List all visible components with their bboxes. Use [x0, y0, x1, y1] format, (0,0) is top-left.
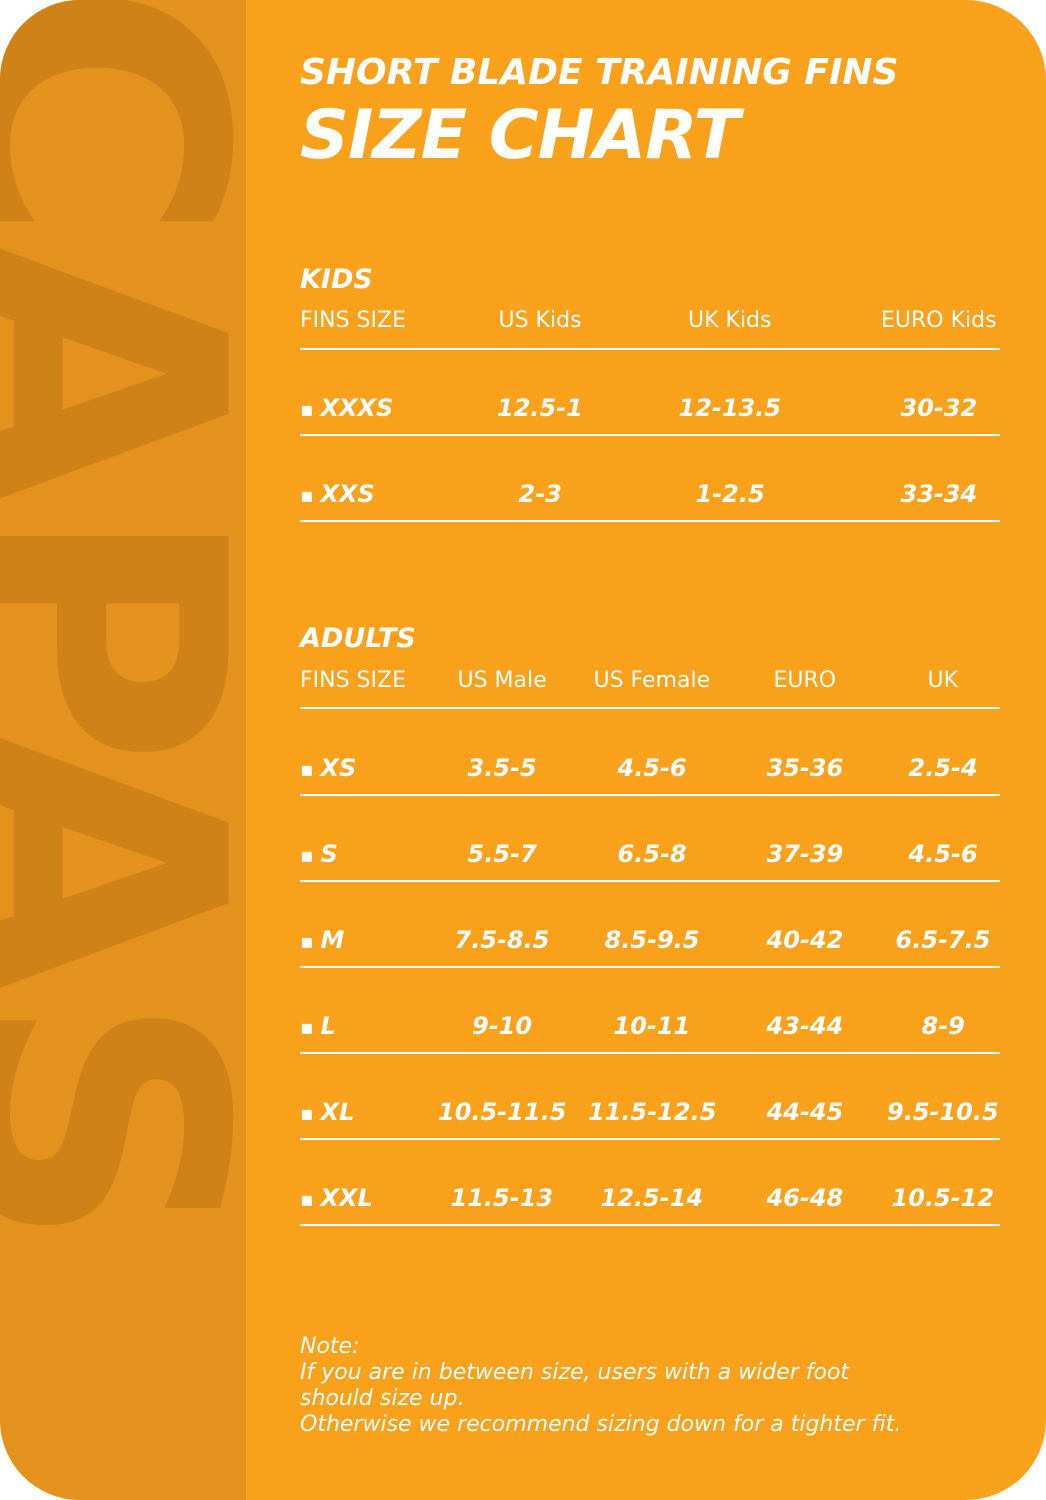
size-value: 30-32	[900, 394, 978, 422]
divider	[300, 1052, 1000, 1054]
note-line: should size up.	[300, 1386, 465, 1411]
divider	[300, 1138, 1000, 1140]
note-line: Note:	[300, 1334, 360, 1359]
column-header: FINS SIZE	[300, 668, 406, 693]
size-value: 11.5-12.5	[588, 1098, 717, 1126]
title: SIZE CHART	[300, 96, 740, 175]
size-value: 4.5-6	[617, 754, 687, 782]
size-value: 43-44	[766, 1012, 844, 1040]
size-value: 12.5-1	[497, 394, 583, 422]
size-value: 12.5-14	[600, 1184, 704, 1212]
divider	[300, 707, 1000, 709]
size-value: 1-2.5	[695, 480, 765, 508]
fin-size: XS	[300, 754, 357, 782]
size-value: 9.5-10.5	[887, 1098, 999, 1126]
divider	[300, 348, 1000, 350]
size-value: 2.5-4	[908, 754, 978, 782]
column-header: US Kids	[498, 308, 582, 333]
size-value: 7.5-8.5	[454, 926, 550, 954]
note-line: Otherwise we recommend sizing down for a…	[300, 1412, 902, 1437]
section-title: KIDS	[300, 264, 373, 295]
size-value: 6.5-8	[617, 840, 687, 868]
section-title: ADULTS	[300, 623, 416, 654]
fin-size: M	[300, 926, 345, 954]
size-value: 10.5-11.5	[438, 1098, 567, 1126]
column-header: FINS SIZE	[300, 308, 406, 333]
watermark: CAPAS	[0, 0, 246, 1242]
column-header: UK	[927, 668, 959, 693]
size-value: 9-10	[472, 1012, 533, 1040]
size-value: 8.5-9.5	[604, 926, 700, 954]
size-value: 4.5-6	[908, 840, 978, 868]
size-value: 3.5-5	[467, 754, 537, 782]
divider	[300, 520, 1000, 522]
note-line: If you are in between size, users with a…	[300, 1360, 850, 1385]
column-header: US Male	[457, 668, 547, 693]
size-value: 10-11	[613, 1012, 691, 1040]
side-strip: CAPAS	[0, 0, 246, 1500]
fin-size: XXXS	[300, 394, 394, 422]
divider	[300, 880, 1000, 882]
divider	[300, 434, 1000, 436]
size-value: 8-9	[921, 1012, 965, 1040]
fin-size: XXL	[300, 1184, 373, 1212]
subtitle: SHORT BLADE TRAINING FINS	[300, 52, 899, 93]
column-header: US Female	[593, 668, 711, 693]
size-value: 46-48	[766, 1184, 844, 1212]
size-value: 35-36	[766, 754, 844, 782]
fin-size: XL	[300, 1098, 355, 1126]
size-value: 5.5-7	[467, 840, 537, 868]
fin-size: XXS	[300, 480, 375, 508]
size-value: 33-34	[900, 480, 978, 508]
fin-size: S	[300, 840, 338, 868]
size-value: 10.5-12	[891, 1184, 995, 1212]
divider	[300, 966, 1000, 968]
fin-size: L	[300, 1012, 336, 1040]
column-header: EURO Kids	[881, 308, 997, 333]
size-value: 2-3	[518, 480, 562, 508]
divider	[300, 1224, 1000, 1226]
column-header: UK Kids	[688, 308, 772, 333]
size-value: 44-45	[766, 1098, 844, 1126]
column-header: EURO	[773, 668, 837, 693]
size-value: 40-42	[766, 926, 844, 954]
divider	[300, 794, 1000, 796]
size-value: 11.5-13	[450, 1184, 554, 1212]
size-value: 12-13.5	[678, 394, 782, 422]
size-value: 37-39	[766, 840, 844, 868]
size-value: 6.5-7.5	[895, 926, 991, 954]
